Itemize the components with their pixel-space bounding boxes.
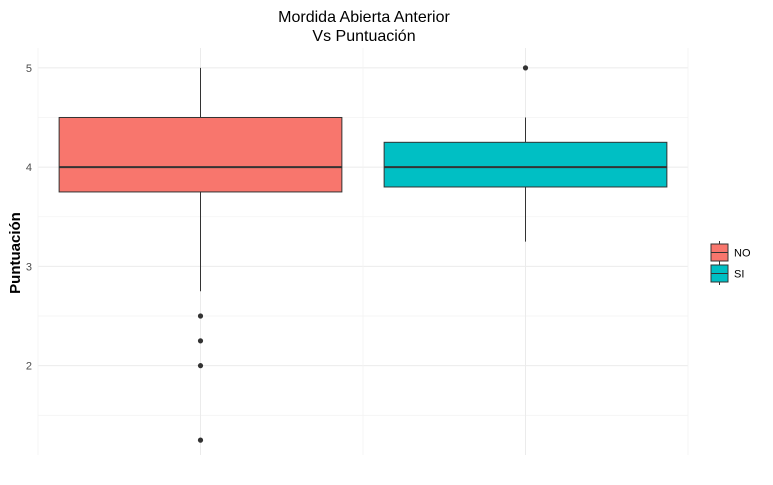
y-axis-label: Puntuación [7,212,24,294]
legend-item-si: SI [710,262,744,285]
outlier-point [197,363,204,369]
box-iqr [383,141,668,188]
box-iqr [58,116,343,193]
y-axis-ticks: 2 3 4 5 [26,63,32,373]
y-tick-label: 5 [26,63,32,75]
y-tick-label: 2 [26,361,32,373]
outlier-point [197,313,204,319]
legend: NO SI [710,241,751,285]
boxes [58,65,668,443]
legend-label: SI [734,269,744,281]
outlier-point [522,65,529,71]
y-tick-label: 4 [26,162,32,174]
box-no [58,67,343,443]
box-si [383,65,668,242]
y-tick-label: 3 [26,261,32,273]
legend-label: NO [734,248,751,260]
outlier-point [197,437,204,443]
legend-item-no: NO [710,241,751,264]
grid [37,48,689,455]
chart-title-line-2: Vs Puntuación [312,28,415,45]
outlier-point [197,338,204,344]
chart-title-line-1: Mordida Abierta Anterior [278,9,450,26]
